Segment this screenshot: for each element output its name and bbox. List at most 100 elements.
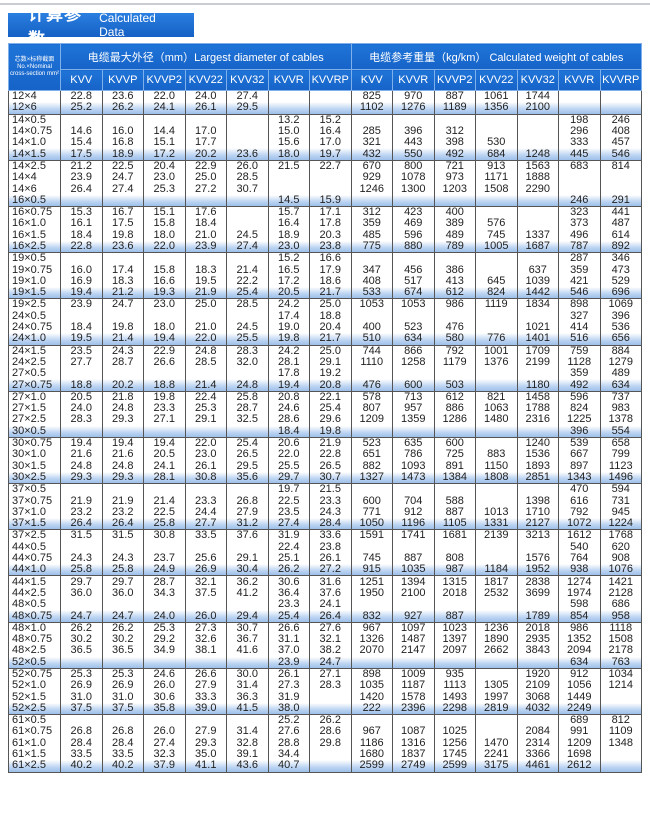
weight-cell: 1179 xyxy=(433,356,476,369)
weight-cell: 1189 xyxy=(433,102,476,115)
weight-cell: 1224 xyxy=(599,518,642,530)
diameter-cell xyxy=(309,183,352,195)
diameter-cell: 27.6 xyxy=(267,726,310,738)
diameter-cell: 20.5 xyxy=(267,287,310,299)
table-row: 52×0.75 25.3 25.3 24.6 26.6 30.0 26.1 27.1 898 10… xyxy=(8,668,642,681)
diameter-cell xyxy=(226,656,269,669)
diameter-cell: 20.2 xyxy=(184,148,227,161)
diameter-cell xyxy=(101,368,144,380)
weight-cell: 1401 xyxy=(516,333,559,346)
diameter-cell: 21.9 xyxy=(101,495,144,507)
diameter-cell: 17.8 xyxy=(309,218,352,230)
spec-cell: 48×0.75 xyxy=(8,633,61,646)
weight-cell: 2749 xyxy=(392,760,435,773)
weight-cell: 945 xyxy=(599,506,642,518)
diameter-cell: 21.7 xyxy=(309,287,352,299)
diameter-cell: 14.5 xyxy=(267,194,310,207)
row-group: 52×0.75 25.3 25.3 24.6 26.6 30.0 26.1 27.1 898 10… xyxy=(8,668,642,715)
diameter-cell: 41.2 xyxy=(226,587,269,600)
weight-cell: 1808 xyxy=(475,472,518,484)
table-row: 14×0.5 13.2 15.2 198 246 xyxy=(8,114,642,126)
spec-cell: 30×1.0 xyxy=(8,449,61,461)
weight-cell: 291 xyxy=(599,194,642,207)
weight-cell xyxy=(516,368,559,380)
diameter-cell: 25.0 xyxy=(184,298,227,311)
row-group: 37×2.5 31.5 31.5 30.8 33.5 37.6 31.9 33.6 1591 17… xyxy=(8,529,642,576)
spec-cell: 12×6 xyxy=(8,102,61,115)
weight-cell: 1378 xyxy=(599,414,642,426)
weight-cell: 832 xyxy=(350,610,393,623)
diameter-cell xyxy=(309,760,352,773)
weight-cell: 1442 xyxy=(516,287,559,299)
diameter-cell xyxy=(309,102,352,115)
diameter-cell: 38.0 xyxy=(267,702,310,715)
table-row: 44×1.5 29.7 29.7 28.7 32.1 36.2 30.6 31.6 1251 13… xyxy=(8,575,642,588)
spec-cell: 48×2.5 xyxy=(8,645,61,657)
spec-cell: 44×0.5 xyxy=(8,541,61,553)
weight-cell: 2290 xyxy=(516,183,559,195)
table-row: 16×1.0 16.1 17.5 15.8 18.4 16.4 17.8 359 469 389 5… xyxy=(8,218,642,230)
weight-cell: 373 xyxy=(558,218,601,230)
diameter-cell: 23.3 xyxy=(184,495,227,507)
weight-cell: 1421 xyxy=(599,575,642,588)
diameter-cell: 26.4 xyxy=(309,610,352,623)
spec-cell: 61×1.5 xyxy=(8,748,61,761)
diameter-cell: 22.8 xyxy=(60,241,103,253)
diameter-cell: 26.4 xyxy=(60,518,103,530)
weight-cell: 704 xyxy=(392,495,435,507)
diameter-cell xyxy=(101,194,144,207)
weight-cell: 1789 xyxy=(516,610,559,623)
weight-cell xyxy=(599,172,642,184)
weight-cell: 915 xyxy=(350,564,393,576)
weight-cell: 684 xyxy=(475,148,518,161)
diameter-cell: 39.0 xyxy=(184,702,227,715)
weight-cell: 246 xyxy=(558,194,601,207)
weight-cell: 1888 xyxy=(516,172,559,184)
table-row: 61×0.75 26.8 26.8 26.0 27.9 31.4 27.6 28.6 967 10… xyxy=(8,726,642,738)
weight-cell: 3175 xyxy=(475,760,518,773)
table-row: 44×0.5 22.4 23.8 540 620 xyxy=(8,541,642,553)
weight-group-header: 电缆参考重量（kg/km） Calculated weight of cable… xyxy=(350,43,642,70)
diameter-cell xyxy=(226,218,269,230)
diameter-cell: 37.0 xyxy=(267,645,310,657)
diameter-col-kvvrp: KVVRP xyxy=(309,69,352,91)
weight-cell xyxy=(350,368,393,380)
weight-col-kvvrp: KVVRP xyxy=(599,69,642,91)
spec-cell: 30×0.75 xyxy=(8,437,61,450)
diameter-cell: 27.2 xyxy=(309,564,352,576)
weight-cell: 321 xyxy=(350,137,393,149)
table-row: 37×2.5 31.5 31.5 30.8 33.5 37.6 31.9 33.6 1591 17… xyxy=(8,529,642,542)
spec-cell: 61×1.0 xyxy=(8,737,61,749)
table-row: 27×0.75 18.8 20.2 18.8 21.4 24.8 19.4 20.8 476 60… xyxy=(8,379,642,392)
diameter-cell: 21.9 xyxy=(60,495,103,507)
weight-cell: 2396 xyxy=(392,702,435,715)
diameter-cell: 21.4 xyxy=(143,495,186,507)
table-row: 14×4 23.9 24.7 23.0 25.0 28.5 929 1078 973 1171 18… xyxy=(8,172,642,184)
weight-cell xyxy=(516,114,559,126)
weight-cell: 987 xyxy=(433,564,476,576)
weight-col-kvvp2: KVVP2 xyxy=(433,69,476,91)
weight-cell: 1348 xyxy=(599,737,642,749)
weight-cell xyxy=(392,483,435,496)
diameter-cell: 23.9 xyxy=(267,656,310,669)
weight-cell: 1834 xyxy=(516,298,559,311)
weight-cell: 787 xyxy=(558,241,601,253)
diameter-cell: 23.8 xyxy=(309,241,352,253)
diameter-cell: 26.2 xyxy=(267,564,310,576)
spec-cell: 24×0.75 xyxy=(8,321,61,334)
spec-cell: 52×2.5 xyxy=(8,702,61,715)
diameter-cell: 37.5 xyxy=(60,702,103,715)
spec-cell: 61×0.5 xyxy=(8,714,61,727)
weight-cell xyxy=(475,714,518,727)
table-row: 27×1.0 20.5 21.8 19.8 22.4 25.8 20.8 22.1 578 713… xyxy=(8,391,642,404)
diameter-group-header: 电缆最大外径（mm）Largest diameter of cables xyxy=(60,43,352,70)
weight-cell: 1035 xyxy=(392,564,435,576)
row-group: 61×0.5 25.2 26.2 689 812 61×0.75 26.8 26.8 26.0 2… xyxy=(8,714,642,773)
diameter-cell xyxy=(267,183,310,195)
weight-cell: 983 xyxy=(599,403,642,415)
weight-cell xyxy=(350,194,393,207)
diameter-cell: 21.5 xyxy=(267,160,310,173)
diameter-col-kvv32: KVV32 xyxy=(226,69,269,91)
diameter-cell xyxy=(226,425,269,438)
diameter-cell: 41.1 xyxy=(184,760,227,773)
